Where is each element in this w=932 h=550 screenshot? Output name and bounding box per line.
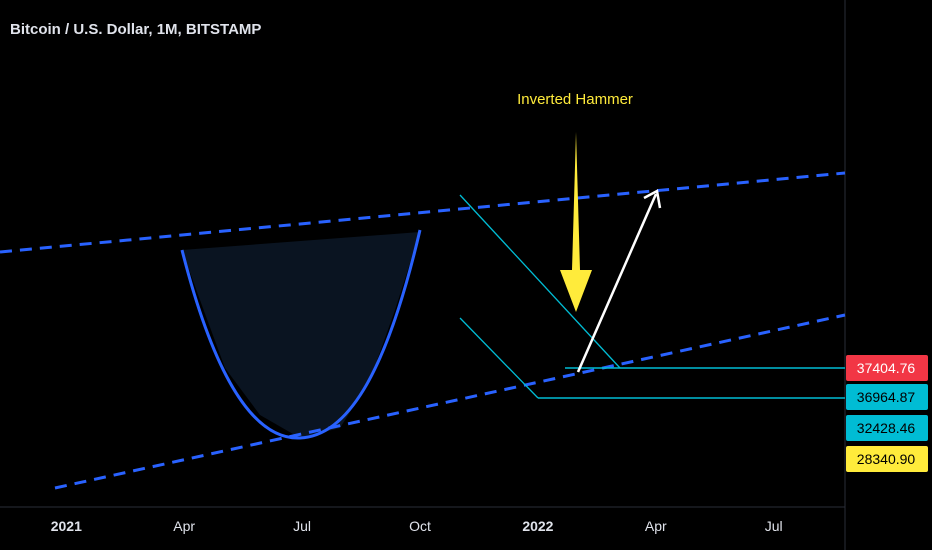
x-tick-label: 2022 <box>522 518 553 534</box>
x-tick-label: Oct <box>409 518 431 534</box>
x-tick-label: Jul <box>293 518 311 534</box>
price-label-text: 36964.87 <box>857 389 916 405</box>
x-tick-label: 2021 <box>51 518 82 534</box>
projection-arrow-line <box>576 193 658 373</box>
overlay: Inverted Hammer <box>517 91 662 373</box>
lower-channel-line <box>54 313 846 490</box>
rounding-bottom-area <box>182 232 420 438</box>
projection-arrow-head <box>643 189 662 209</box>
x-tick-label: Apr <box>645 518 667 534</box>
price-label-box <box>846 384 928 410</box>
rounding-bottom-curve <box>180 229 422 440</box>
upper-channel-line <box>0 171 846 254</box>
price-label-box <box>846 355 928 381</box>
x-tick-label: Apr <box>173 518 195 534</box>
chart-title: Bitcoin / U.S. Dollar, 1M, BITSTAMP <box>10 21 262 38</box>
x-tick-label: Jul <box>765 518 783 534</box>
drawings <box>0 171 846 490</box>
price-label-text: 32428.46 <box>857 420 916 436</box>
axes <box>0 0 846 550</box>
price-label-box <box>846 446 928 472</box>
inverted-hammer-arrow <box>560 132 592 312</box>
wedge-lower-line <box>459 317 539 399</box>
axis-labels: 160000.00120000.0080000.0060000.0045000.… <box>51 355 928 534</box>
annotation-text: Inverted Hammer <box>517 91 633 108</box>
price-label-text: 37404.76 <box>857 360 916 376</box>
price-label-box <box>846 415 928 441</box>
price-label-text: 28340.90 <box>857 451 916 467</box>
